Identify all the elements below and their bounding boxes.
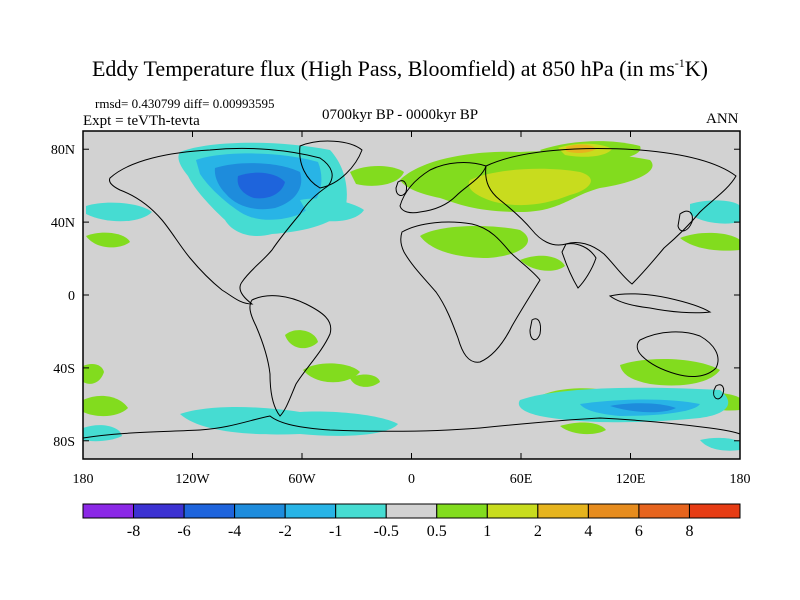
colorbar-label: -6	[177, 523, 190, 540]
colorbar-label: 2	[534, 523, 542, 540]
colorbar-swatch	[82, 503, 135, 519]
anomaly-north-atlantic-cyan	[300, 198, 364, 222]
anomaly-south-america-green	[285, 330, 318, 349]
anomaly-south-pacific-cyan	[180, 407, 398, 436]
plot-title: Eddy Temperature flux (High Pass, Bloomf…	[91, 56, 708, 81]
anomaly-southern-ocean-west-green	[83, 395, 128, 417]
anomaly-south-pacific-green	[83, 364, 104, 384]
y-tick-label: 40N	[51, 216, 75, 231]
coastlines	[82, 140, 741, 439]
colorbar-swatch	[335, 503, 387, 519]
coast-japan	[677, 210, 693, 232]
season-label: ANN	[706, 111, 739, 127]
x-tick-label: 60W	[288, 472, 316, 487]
y-axis: 80N 40N 0 40S 80S	[51, 143, 740, 450]
x-tick-label: 120E	[616, 472, 646, 487]
colorbar-swatch	[385, 503, 438, 519]
colorbar-label: -0.5	[374, 523, 399, 540]
colorbar-label: -2	[278, 523, 291, 540]
coast-greenland	[299, 140, 363, 189]
anomaly-south-atlantic-green-2	[350, 374, 380, 387]
period-label: 0700kyr BP - 0000kyr BP	[322, 107, 479, 123]
x-tick-label: 0	[408, 472, 415, 487]
coast-australia	[636, 331, 719, 377]
map-panel	[82, 130, 741, 460]
x-tick-label: 180	[730, 472, 751, 487]
colorbar-swatch	[537, 503, 589, 519]
colorbar-swatch	[284, 503, 337, 519]
x-tick-label: 120W	[175, 472, 210, 487]
colorbar-label: -8	[127, 523, 140, 540]
stats-text: rmsd= 0.430799 diff= 0.00993595	[95, 96, 275, 111]
coast-madagascar	[529, 318, 541, 341]
anomaly-pacific-north-green	[680, 232, 740, 251]
y-tick-label: 0	[68, 289, 75, 304]
coast-north-america	[109, 147, 333, 305]
anomaly-antarctic-west-cyan	[83, 425, 122, 442]
colorbar: -8 -6 -4 -2 -1 -0.5 0.5 1 2 4 6 8	[82, 503, 741, 540]
anomaly-hudson-darkblue	[237, 172, 285, 199]
coast-europe	[399, 162, 487, 214]
coast-uk	[395, 180, 407, 196]
coast-indonesia	[608, 293, 712, 314]
colorbar-swatch	[183, 503, 236, 519]
anomaly-antarctic-edge-cyan	[700, 437, 740, 451]
anomaly-southern-ocean-midblue	[610, 403, 676, 413]
coast-south-america	[249, 295, 332, 417]
colorbar-swatch	[638, 503, 690, 519]
anomaly-north-pacific-cyan	[690, 200, 740, 224]
experiment-label: Expt = teVTh-tevta	[83, 113, 200, 129]
colorbar-swatch	[436, 503, 488, 519]
colorbar-label: -1	[329, 523, 342, 540]
x-axis: 180 120W 60W 0 60E 120E 180	[73, 131, 751, 487]
colorbar-swatch	[486, 503, 539, 519]
coast-antarctica	[82, 415, 741, 439]
colorbar-label: 4	[584, 523, 592, 540]
colorbar-label: 0.5	[427, 523, 447, 540]
colorbar-swatch	[688, 503, 741, 519]
negative-anomaly-layer	[83, 142, 740, 451]
coast-africa	[400, 221, 541, 363]
coast-new-zealand	[713, 384, 725, 400]
anomaly-atlantic-west-green	[86, 232, 130, 248]
colorbar-swatch	[234, 503, 286, 519]
coast-india	[561, 243, 597, 289]
x-tick-label: 60E	[510, 472, 533, 487]
y-tick-label: 80S	[53, 435, 75, 450]
colorbar-label: 1	[483, 523, 491, 540]
x-tick-label: 180	[73, 472, 94, 487]
anomaly-eurasia-yellow	[468, 168, 591, 206]
colorbar-label: 6	[635, 523, 643, 540]
coast-asia	[485, 148, 737, 285]
y-tick-label: 40S	[53, 362, 75, 377]
colorbar-swatch	[587, 503, 640, 519]
colorbar-label: 8	[685, 523, 693, 540]
anomaly-antarctic-south-green	[560, 422, 606, 435]
colorbar-label: -4	[228, 523, 241, 540]
colorbar-swatch	[133, 503, 185, 519]
anomaly-north-atlantic-green	[350, 166, 404, 186]
anomaly-north-africa-green	[420, 226, 529, 258]
anomaly-pacific-west-cyan	[86, 202, 152, 222]
y-tick-label: 80N	[51, 143, 75, 158]
anomaly-south-atlantic-green	[303, 363, 360, 383]
anomaly-arabia-green	[520, 255, 565, 271]
